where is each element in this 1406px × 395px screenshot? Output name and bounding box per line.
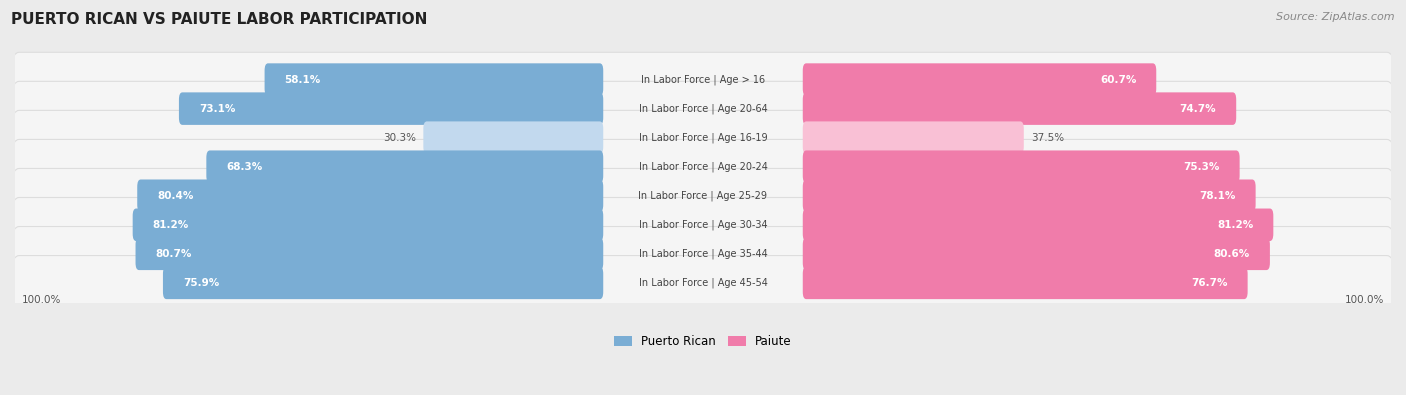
FancyBboxPatch shape	[13, 226, 1393, 281]
Text: 81.2%: 81.2%	[1218, 220, 1253, 230]
Text: In Labor Force | Age 20-24: In Labor Force | Age 20-24	[638, 162, 768, 172]
Text: 76.7%: 76.7%	[1191, 278, 1227, 288]
Text: 30.3%: 30.3%	[382, 133, 416, 143]
FancyBboxPatch shape	[803, 150, 1240, 183]
Legend: Puerto Rican, Paiute: Puerto Rican, Paiute	[610, 331, 796, 353]
Text: 80.7%: 80.7%	[156, 249, 191, 259]
FancyBboxPatch shape	[132, 209, 603, 241]
FancyBboxPatch shape	[803, 209, 1274, 241]
FancyBboxPatch shape	[803, 179, 1256, 212]
FancyBboxPatch shape	[135, 237, 603, 270]
Text: 60.7%: 60.7%	[1099, 75, 1136, 85]
FancyBboxPatch shape	[13, 168, 1393, 223]
Text: 75.9%: 75.9%	[183, 278, 219, 288]
FancyBboxPatch shape	[207, 150, 603, 183]
FancyBboxPatch shape	[423, 121, 603, 154]
FancyBboxPatch shape	[138, 179, 603, 212]
Text: In Labor Force | Age 45-54: In Labor Force | Age 45-54	[638, 278, 768, 288]
Text: 81.2%: 81.2%	[153, 220, 188, 230]
Text: In Labor Force | Age 16-19: In Labor Force | Age 16-19	[638, 132, 768, 143]
FancyBboxPatch shape	[803, 121, 1024, 154]
Text: In Labor Force | Age 35-44: In Labor Force | Age 35-44	[638, 248, 768, 259]
Text: In Labor Force | Age > 16: In Labor Force | Age > 16	[641, 74, 765, 85]
Text: In Labor Force | Age 30-34: In Labor Force | Age 30-34	[638, 220, 768, 230]
Text: 74.7%: 74.7%	[1180, 103, 1216, 114]
FancyBboxPatch shape	[179, 92, 603, 125]
FancyBboxPatch shape	[803, 63, 1156, 96]
Text: 37.5%: 37.5%	[1032, 133, 1064, 143]
Text: 68.3%: 68.3%	[226, 162, 263, 172]
Text: 100.0%: 100.0%	[1344, 295, 1384, 305]
FancyBboxPatch shape	[13, 139, 1393, 194]
FancyBboxPatch shape	[13, 81, 1393, 136]
FancyBboxPatch shape	[803, 92, 1236, 125]
Text: In Labor Force | Age 20-64: In Labor Force | Age 20-64	[638, 103, 768, 114]
FancyBboxPatch shape	[13, 110, 1393, 165]
FancyBboxPatch shape	[803, 267, 1247, 299]
Text: PUERTO RICAN VS PAIUTE LABOR PARTICIPATION: PUERTO RICAN VS PAIUTE LABOR PARTICIPATI…	[11, 12, 427, 27]
Text: 80.4%: 80.4%	[157, 191, 194, 201]
FancyBboxPatch shape	[13, 52, 1393, 107]
Text: Source: ZipAtlas.com: Source: ZipAtlas.com	[1277, 12, 1395, 22]
Text: 73.1%: 73.1%	[198, 103, 235, 114]
Text: 80.6%: 80.6%	[1213, 249, 1250, 259]
FancyBboxPatch shape	[13, 256, 1393, 310]
FancyBboxPatch shape	[264, 63, 603, 96]
FancyBboxPatch shape	[163, 267, 603, 299]
FancyBboxPatch shape	[13, 198, 1393, 252]
Text: 78.1%: 78.1%	[1199, 191, 1236, 201]
Text: 58.1%: 58.1%	[284, 75, 321, 85]
Text: 75.3%: 75.3%	[1184, 162, 1219, 172]
Text: 100.0%: 100.0%	[22, 295, 62, 305]
Text: In Labor Force | Age 25-29: In Labor Force | Age 25-29	[638, 190, 768, 201]
FancyBboxPatch shape	[803, 237, 1270, 270]
